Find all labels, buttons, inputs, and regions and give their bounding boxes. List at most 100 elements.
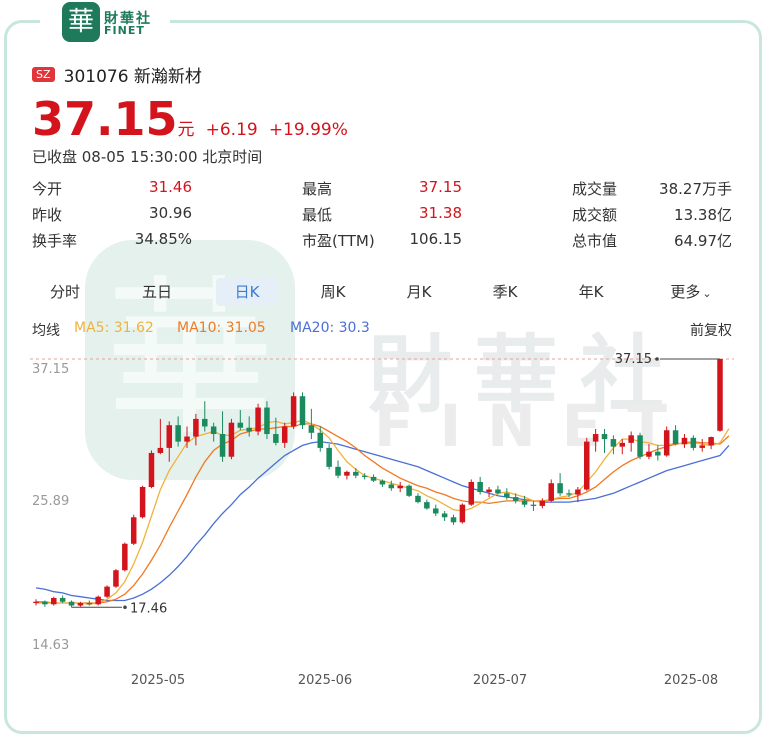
candle-body: [246, 427, 252, 432]
candle-body: [450, 517, 457, 523]
stat-label: 昨收: [32, 206, 63, 224]
candle-body: [610, 439, 617, 447]
tab-monthly-k[interactable]: 月K: [406, 283, 432, 301]
candle-body: [219, 434, 226, 457]
stat-label: 总市值: [572, 232, 618, 250]
candle-body: [521, 500, 528, 505]
candle-body: [690, 437, 697, 448]
stat-value: 38.27万手: [659, 180, 732, 198]
candle-body: [486, 489, 492, 493]
x-tick-label: 2025-07: [473, 673, 527, 688]
candle-body: [646, 451, 652, 457]
candle-body: [495, 489, 501, 494]
adjust-mode[interactable]: 前复权: [690, 323, 732, 339]
ma-title: 均线: [32, 323, 60, 339]
logo-name-cn: 財華社: [104, 11, 152, 27]
tab-weekly-k[interactable]: 周K: [320, 283, 346, 301]
market-badge: SZ: [32, 67, 55, 82]
ma10-label: MA10: 31.05: [177, 320, 266, 336]
stat-label: 成交额: [572, 206, 618, 224]
candle-body: [326, 447, 332, 467]
candle-body: [273, 434, 279, 443]
candle-body: [477, 481, 483, 493]
y-tick-label: 37.15: [32, 362, 69, 377]
price-unit: 元: [177, 120, 195, 140]
candle-body: [663, 430, 670, 456]
candle-body: [459, 504, 466, 523]
tab-quarterly-k[interactable]: 季K: [492, 283, 518, 301]
ma10-line: [36, 423, 730, 604]
ma20-label: MA20: 30.3: [290, 320, 370, 336]
tab-intraday[interactable]: 分时: [49, 283, 80, 301]
watermark-text-cn: 財華社: [368, 326, 687, 424]
tab-more-label: 更多: [670, 283, 701, 301]
candle-body: [681, 437, 688, 445]
candle-body: [139, 487, 146, 518]
stat-value: 64.97亿: [674, 232, 732, 250]
candle-body: [335, 466, 341, 476]
candle-body: [504, 493, 510, 498]
tab-more[interactable]: 更多 ⌄: [658, 278, 724, 306]
candle-body: [655, 451, 661, 456]
candle-body: [557, 483, 563, 494]
candle-body: [432, 508, 439, 514]
candle-body: [530, 504, 537, 506]
stat-value: 106.15: [409, 230, 463, 248]
candle-body: [628, 435, 634, 443]
market-status: 已收盘 08-05 15:30:00 北京时间: [32, 148, 263, 166]
candle-body: [406, 485, 412, 496]
candle-body: [592, 434, 599, 442]
candle-body: [237, 422, 244, 428]
candle-body: [361, 475, 368, 477]
y-tick-label: 25.89: [32, 494, 69, 509]
candle-body: [113, 570, 119, 587]
candle-body: [104, 586, 110, 597]
stock-code-name: 301076 新瀚新材: [63, 67, 202, 87]
ma5-label: MA5: 31.62: [74, 320, 154, 336]
tab-daily-k[interactable]: 日K: [216, 278, 278, 306]
min-pointer-dot: [123, 605, 127, 610]
candle-body: [353, 471, 359, 476]
price-change: +6.19: [205, 120, 258, 140]
candle-body: [672, 430, 679, 445]
candle-body: [548, 483, 554, 501]
watermark-text-en: FINET: [374, 392, 693, 460]
candle-body: [317, 432, 324, 448]
stat-value: 31.38: [419, 204, 462, 222]
candle-body: [699, 445, 705, 448]
logo-name-en: FINET: [104, 24, 145, 37]
candle-body: [157, 447, 164, 453]
stat-label: 成交量: [572, 180, 618, 198]
candle-body: [193, 418, 199, 437]
candle-body: [512, 497, 519, 501]
candle-body: [388, 484, 395, 489]
candle-body: [86, 603, 93, 605]
candle-body: [370, 476, 377, 481]
candle-body: [95, 596, 101, 605]
current-price: 37.15: [32, 92, 178, 146]
stat-label: 今开: [32, 180, 63, 198]
stats-row: 今开 31.46 最高 37.15 成交量 38.27万手: [32, 178, 736, 204]
stats-row: 昨收 30.96 最低 31.38 成交额 13.38亿: [32, 204, 736, 230]
candle-body: [68, 601, 75, 606]
candle-body: [468, 481, 475, 505]
candle-body: [717, 359, 723, 431]
candle-body: [441, 513, 448, 518]
candle-body: [175, 425, 181, 442]
candle-body: [397, 485, 403, 489]
candle-body: [308, 425, 315, 433]
stats-grid: 今开 31.46 最高 37.15 成交量 38.27万手 昨收 30.96 最…: [32, 178, 736, 256]
tab-five-day[interactable]: 五日: [141, 283, 172, 301]
candle-body: [166, 425, 173, 448]
candle-body: [415, 495, 421, 503]
candle-body: [77, 603, 84, 606]
tab-yearly-k[interactable]: 年K: [578, 283, 604, 301]
candle-body: [184, 436, 190, 442]
candle-body: [51, 597, 57, 605]
candle-body: [122, 543, 128, 571]
candle-body: [708, 437, 714, 446]
candle-body: [202, 418, 208, 427]
candle-body: [601, 434, 608, 440]
candle-body: [264, 407, 270, 435]
